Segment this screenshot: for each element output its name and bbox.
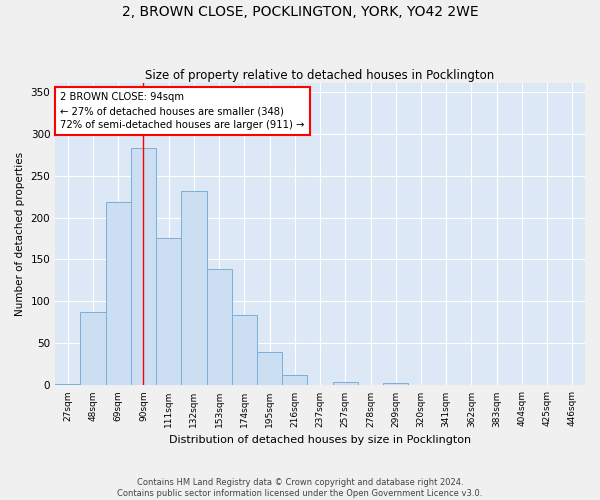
Bar bbox=[257, 352, 282, 386]
Text: Contains HM Land Registry data © Crown copyright and database right 2024.
Contai: Contains HM Land Registry data © Crown c… bbox=[118, 478, 482, 498]
Y-axis label: Number of detached properties: Number of detached properties bbox=[15, 152, 25, 316]
Bar bbox=[131, 148, 156, 386]
Bar bbox=[332, 382, 358, 386]
Title: Size of property relative to detached houses in Pocklington: Size of property relative to detached ho… bbox=[145, 69, 495, 82]
Bar bbox=[156, 238, 181, 386]
Text: 2, BROWN CLOSE, POCKLINGTON, YORK, YO42 2WE: 2, BROWN CLOSE, POCKLINGTON, YORK, YO42 … bbox=[122, 5, 478, 19]
Bar bbox=[206, 268, 232, 386]
Bar bbox=[383, 383, 409, 386]
Bar bbox=[106, 202, 131, 386]
Bar bbox=[181, 190, 206, 386]
Bar bbox=[282, 376, 307, 386]
Bar bbox=[232, 315, 257, 386]
Bar bbox=[55, 384, 80, 386]
Text: 2 BROWN CLOSE: 94sqm
← 27% of detached houses are smaller (348)
72% of semi-deta: 2 BROWN CLOSE: 94sqm ← 27% of detached h… bbox=[61, 92, 305, 130]
Bar bbox=[80, 312, 106, 386]
X-axis label: Distribution of detached houses by size in Pocklington: Distribution of detached houses by size … bbox=[169, 435, 471, 445]
